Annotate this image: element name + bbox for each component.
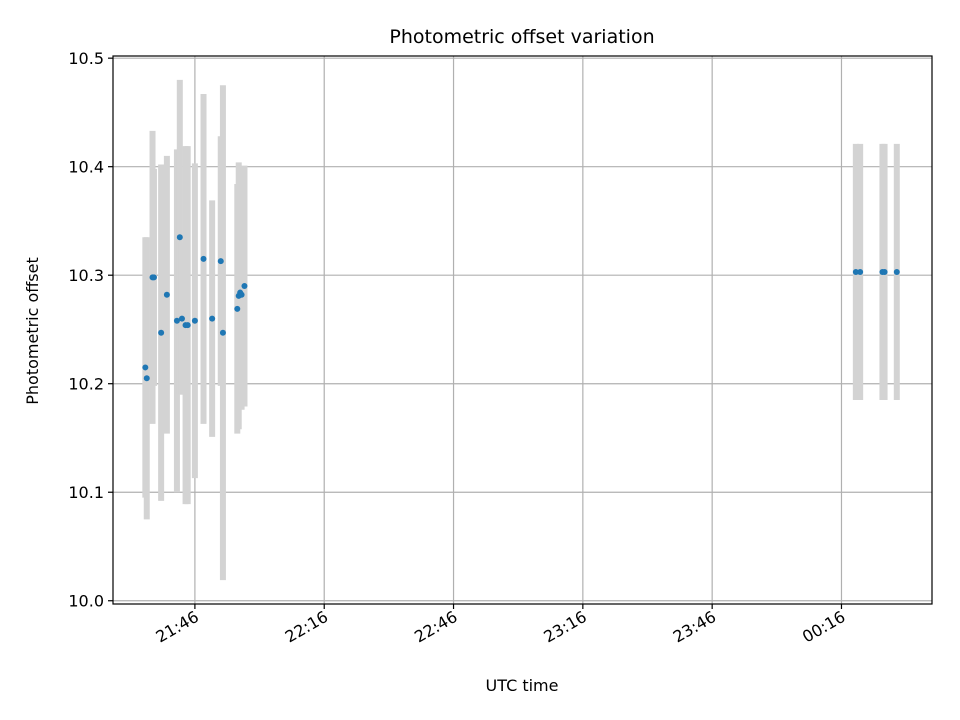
data-point (852, 268, 859, 275)
data-point (209, 315, 216, 322)
data-point (173, 317, 180, 324)
data-point (158, 329, 165, 336)
data-point (150, 274, 157, 281)
data-point (217, 258, 224, 265)
data-point (143, 375, 150, 382)
y-tick-label: 10.5 (68, 49, 104, 68)
y-tick-label: 10.2 (68, 375, 104, 394)
data-point (241, 283, 248, 290)
y-axis-title: Photometric offset (23, 257, 42, 405)
data-point (234, 305, 241, 312)
plot-frame (112, 55, 933, 605)
data-point (893, 268, 900, 275)
data-point (184, 322, 191, 329)
chart-title: Photometric offset variation (389, 26, 654, 48)
data-point (191, 317, 198, 324)
x-axis-title: UTC time (486, 676, 559, 695)
data-point (163, 291, 170, 298)
data-point (142, 364, 149, 371)
y-tick-label: 10.0 (68, 592, 104, 611)
y-tick-label: 10.1 (68, 483, 104, 502)
y-tick-label: 10.4 (68, 158, 104, 177)
data-points (142, 234, 900, 382)
data-point (200, 255, 207, 262)
grid (113, 56, 932, 604)
data-point (857, 268, 864, 275)
data-point (881, 268, 888, 275)
data-point (219, 329, 226, 336)
y-tick-label: 10.3 (68, 266, 104, 285)
data-point (178, 315, 185, 322)
data-point (176, 234, 183, 241)
data-point (238, 291, 245, 298)
